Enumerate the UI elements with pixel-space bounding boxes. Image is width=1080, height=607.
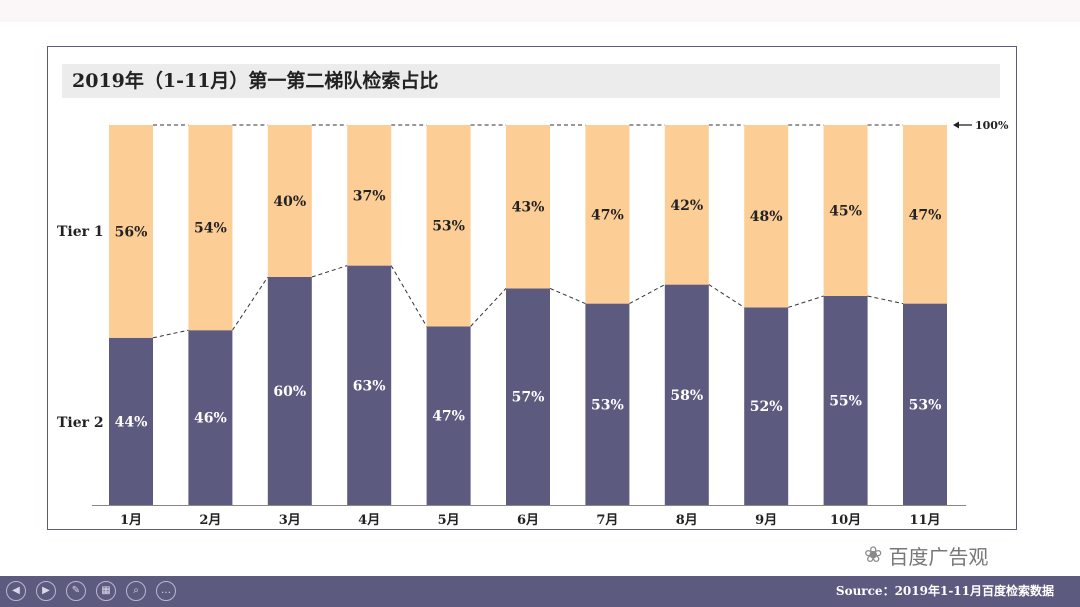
boundary-connector-line [152, 329, 189, 339]
data-label-tier2: 55% [829, 394, 862, 410]
ellipsis-icon: … [161, 585, 171, 596]
series-label-tier2: Tier 2 [57, 415, 104, 431]
grid-icon: ▦ [101, 585, 111, 596]
magnifier-icon: ⌕ [133, 585, 139, 596]
boundary-connector-line [311, 265, 348, 278]
more-options-button[interactable]: … [156, 581, 176, 601]
data-label-tier2: 58% [670, 388, 703, 404]
bar-tier1 [188, 125, 233, 331]
bar-tier2 [744, 307, 789, 505]
x-tick-label: 2月 [199, 513, 221, 528]
boundary-connector-line [867, 295, 904, 305]
data-label-tier1: 37% [353, 188, 386, 204]
x-tick-label: 7月 [596, 513, 618, 528]
wechat-icon: ❀ [864, 542, 883, 568]
bar-tier1 [267, 125, 312, 277]
boundary-connector-line [470, 288, 507, 327]
pen-button[interactable]: ✎ [66, 581, 86, 601]
data-label-tier2: 47% [432, 409, 465, 425]
data-label-tier2: 53% [591, 397, 624, 413]
x-tick-label: 11月 [909, 513, 940, 528]
bar-tier1 [744, 125, 789, 308]
data-label-tier2: 52% [750, 399, 783, 415]
bar-tier2 [267, 277, 312, 505]
bar-tier1 [426, 125, 471, 327]
data-label-tier1: 56% [115, 224, 148, 240]
bar-tier1 [823, 125, 868, 296]
bar-tier1 [347, 125, 392, 266]
data-label-tier2: 44% [115, 414, 148, 430]
boundary-connector-line [390, 265, 428, 327]
source-note: Source：2019年1-11月百度检索数据 [835, 584, 1054, 598]
x-tick-label: 9月 [755, 513, 777, 528]
boundary-connector-line [549, 287, 586, 305]
x-tick-label: 3月 [279, 513, 301, 528]
data-label-tier1: 40% [273, 194, 306, 210]
boundary-connector-line [629, 284, 666, 305]
x-tick-label: 8月 [676, 513, 698, 528]
data-label-tier1: 53% [432, 219, 465, 235]
zoom-button[interactable]: ⌕ [126, 581, 146, 601]
data-label-tier1: 47% [909, 207, 942, 223]
bar-tier1 [506, 125, 550, 289]
data-label-tier2: 60% [273, 384, 306, 400]
x-tick-label: 4月 [358, 513, 380, 528]
bar-tier2 [109, 337, 153, 505]
footer-bar: ◀ ▶ ✎ ▦ ⌕ … Source：2019年1-11月百度检索数据 [0, 576, 1080, 607]
data-label-tier1: 45% [829, 204, 862, 220]
bar-tier1 [585, 125, 630, 304]
x-tick-label: 1月 [120, 513, 142, 528]
pen-icon: ✎ [71, 585, 81, 596]
top-edge [0, 0, 1080, 22]
bar-tier2 [188, 330, 233, 505]
slides-overview-button[interactable]: ▦ [96, 581, 116, 601]
data-label-tier1: 47% [591, 207, 624, 223]
reference-label: 100% [975, 119, 1009, 132]
x-tick-label: 5月 [438, 513, 460, 528]
bar-tier2 [823, 296, 868, 505]
bar-tier2 [903, 303, 947, 505]
bar-tier2 [585, 303, 630, 505]
watermark-text: 百度广告观 [888, 544, 989, 569]
bar-tier2 [347, 265, 392, 505]
watermark: ❀ 百度广告观 [864, 540, 988, 570]
bar-tier2 [426, 326, 471, 505]
boundary-connector-line [708, 284, 745, 308]
boundary-connector-line [788, 295, 824, 308]
data-label-tier2: 57% [512, 390, 545, 406]
data-label-tier1: 54% [194, 221, 227, 237]
data-label-tier1: 42% [670, 198, 703, 214]
bar-tier1 [903, 125, 947, 304]
bar-tier2 [506, 288, 550, 505]
data-label-tier1: 43% [512, 200, 545, 216]
x-tick-label: 10月 [830, 513, 861, 528]
data-label-tier2: 53% [909, 397, 942, 413]
boundary-connector-line [231, 276, 269, 331]
prev-slide-button[interactable]: ◀ [6, 581, 26, 601]
reference-arrow-icon [953, 121, 959, 129]
data-label-tier2: 63% [353, 378, 386, 394]
next-slide-button[interactable]: ▶ [36, 581, 56, 601]
series-label-tier1: Tier 1 [57, 224, 104, 240]
chart-title: 2019年（1-11月）第一第二梯队检索占比 [62, 64, 1000, 98]
arrow-right-icon: ▶ [42, 585, 50, 596]
arrow-left-icon: ◀ [12, 585, 20, 596]
data-label-tier1: 48% [750, 209, 783, 225]
x-tick-label: 6月 [517, 513, 539, 528]
data-label-tier2: 46% [194, 411, 227, 427]
bar-tier2 [664, 284, 709, 505]
bar-tier1 [109, 125, 153, 338]
bar-tier1 [664, 125, 709, 285]
